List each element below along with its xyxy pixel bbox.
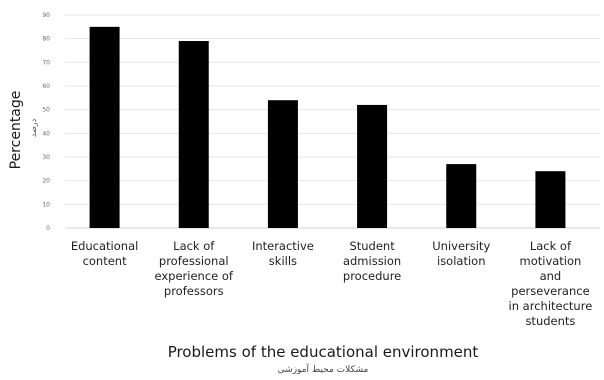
- y-tick-label: 0: [46, 225, 50, 232]
- x-axis-title: Problems of the educational environment: [168, 343, 479, 361]
- y-axis-ticks: 0 10 20 30 40 50 60 70 80 90: [42, 12, 50, 232]
- category-labels: Educational content Lack of professional exp…: [71, 239, 592, 328]
- category-label: University isolation: [432, 239, 490, 268]
- y-tick-label: 40: [42, 130, 50, 137]
- category-label: Educational content: [71, 239, 139, 268]
- category-label: Lack of professional experience of professo…: [155, 239, 234, 298]
- y-tick-label: 60: [42, 83, 50, 90]
- category-label: Student admission procedure: [343, 239, 401, 283]
- y-tick-label: 20: [42, 178, 50, 185]
- y-tick-label: 80: [42, 36, 50, 43]
- bars: [89, 26, 566, 229]
- bar: [89, 26, 120, 229]
- y-axis-title-secondary: درصد: [29, 118, 38, 137]
- bar: [178, 41, 209, 229]
- grid-lines: [65, 14, 600, 229]
- category-label: Interactive skills: [252, 239, 314, 268]
- bar: [535, 171, 566, 228]
- bar: [357, 104, 388, 228]
- bar: [446, 164, 477, 228]
- y-tick-label: 50: [42, 107, 50, 114]
- y-tick-label: 30: [42, 154, 50, 161]
- bar: [267, 100, 298, 228]
- y-tick-label: 10: [42, 201, 50, 208]
- y-axis-title: Percentage: [8, 91, 24, 170]
- category-label: Lack of motivation and perseverance in archi…: [509, 239, 593, 328]
- x-axis-title-secondary: مشکلات محیط آموزشی: [278, 363, 369, 375]
- y-tick-label: 90: [42, 12, 50, 19]
- y-tick-label: 70: [42, 59, 50, 66]
